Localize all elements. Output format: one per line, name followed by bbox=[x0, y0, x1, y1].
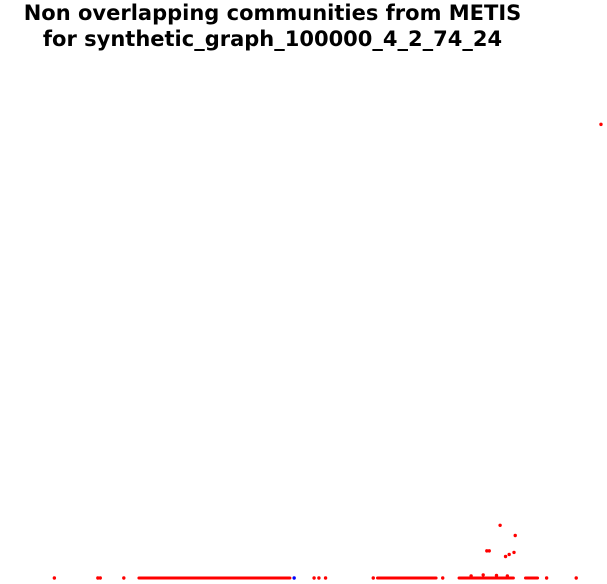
data-point-0-16 bbox=[512, 550, 516, 555]
data-point-0-11 bbox=[574, 576, 578, 580]
data-point-0-4 bbox=[122, 576, 126, 580]
data-point-0-10 bbox=[544, 576, 549, 580]
data-point-0-6 bbox=[317, 576, 321, 580]
data-point-0-14 bbox=[485, 549, 489, 553]
data-point-1-23 bbox=[292, 576, 296, 580]
data-point-0-22 bbox=[505, 574, 510, 578]
scatter-marks bbox=[52, 122, 603, 580]
data-point-0-0 bbox=[599, 122, 603, 127]
data-point-0-21 bbox=[494, 573, 499, 578]
data-point-0-1 bbox=[52, 576, 57, 580]
data-point-0-2 bbox=[96, 576, 100, 580]
data-point-0-17 bbox=[507, 552, 511, 557]
data-point-0-8 bbox=[371, 576, 375, 580]
data-point-0-5 bbox=[312, 576, 316, 580]
chart-title: Non overlapping communities from METIS f… bbox=[0, 0, 545, 52]
data-point-0-18 bbox=[503, 554, 508, 559]
data-point-0-12 bbox=[498, 523, 502, 527]
data-point-0-19 bbox=[469, 574, 473, 578]
data-point-0-7 bbox=[323, 576, 328, 580]
data-point-0-3 bbox=[98, 576, 102, 580]
data-point-0-15 bbox=[487, 549, 491, 553]
chart-title-line-1: Non overlapping communities from METIS bbox=[23, 1, 522, 25]
data-point-0-13 bbox=[513, 533, 517, 538]
chart-title-line-2: for synthetic_graph_100000_4_2_74_24 bbox=[42, 27, 503, 51]
data-point-0-9 bbox=[441, 576, 445, 580]
data-point-0-20 bbox=[481, 573, 485, 577]
